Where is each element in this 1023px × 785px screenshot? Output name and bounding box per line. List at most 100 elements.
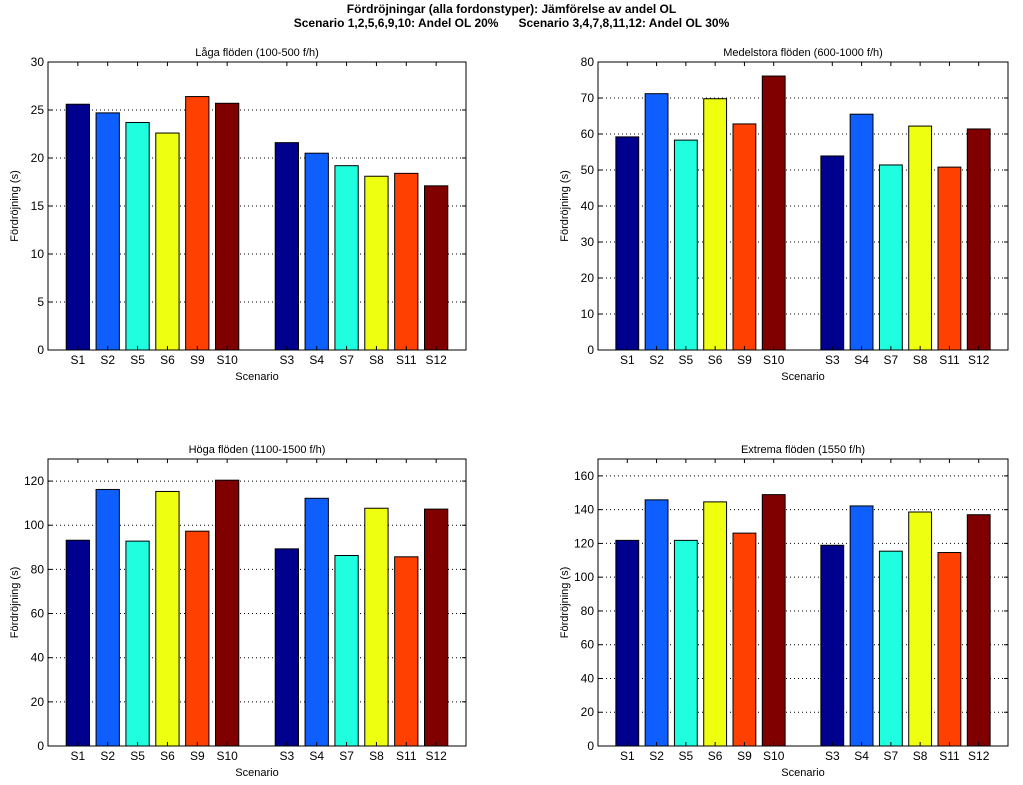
x-tick-label: S6 xyxy=(160,749,175,763)
y-tick-label: 80 xyxy=(581,604,595,618)
chart-title: Medelstora flöden (600-1000 f/h) xyxy=(723,47,883,59)
x-tick-label: S10 xyxy=(216,749,238,763)
x-axis-label: Scenario xyxy=(781,767,824,779)
y-tick-label: 60 xyxy=(31,607,45,621)
x-tick-label: S9 xyxy=(190,749,205,763)
x-tick-label: S4 xyxy=(854,749,869,763)
chart-low-flows: 0 5 10 15 20 25 30 S1 S2 S5 S6 S9 S10 S3 S4 S7 S8 S11 S12 L… xyxy=(9,47,467,383)
axes-box xyxy=(597,458,1009,747)
x-tick-label: S7 xyxy=(884,353,899,367)
y-tick-label: 140 xyxy=(574,503,594,517)
x-tick-label: S1 xyxy=(71,749,86,763)
y-tick-label: 10 xyxy=(31,247,45,261)
bar-s1 xyxy=(615,539,640,747)
x-tick-label: S3 xyxy=(825,353,840,367)
y-tick-label: 80 xyxy=(31,562,45,576)
y-tick-label: 10 xyxy=(581,307,595,321)
bar-s12 xyxy=(966,514,991,747)
bar-s5 xyxy=(673,539,698,747)
bar-s10 xyxy=(761,494,786,747)
bar-s9 xyxy=(732,123,757,351)
x-tick-label: S5 xyxy=(679,353,694,367)
y-tick-label: 15 xyxy=(31,199,45,213)
x-axis-label: Scenario xyxy=(781,371,824,383)
bar-s5 xyxy=(125,121,150,351)
x-tick-label: S4 xyxy=(309,749,324,763)
x-tick-label: S12 xyxy=(968,749,990,763)
bar-s6 xyxy=(703,98,728,351)
y-tick-label: 60 xyxy=(581,638,595,652)
x-tick-label: S2 xyxy=(100,353,115,367)
bar-s9 xyxy=(185,96,210,351)
bar-s10 xyxy=(214,479,240,747)
figure-subtitle: Scenario 1,2,5,6,9,10: Andel OL 20% Scen… xyxy=(293,16,730,30)
y-tick-label: 40 xyxy=(581,671,595,685)
y-tick-label: 80 xyxy=(581,55,595,69)
x-tick-label: S11 xyxy=(396,353,417,367)
x-tick-label: S5 xyxy=(679,749,694,763)
x-tick-label: S7 xyxy=(884,749,899,763)
x-tick-label: S1 xyxy=(71,353,86,367)
bar-s6 xyxy=(703,501,728,747)
y-tick-label: 120 xyxy=(24,474,44,488)
bar-s10 xyxy=(214,102,240,351)
y-tick-label: 25 xyxy=(31,103,45,117)
y-tick-label: 40 xyxy=(581,199,595,213)
y-tick-label: 0 xyxy=(587,343,594,357)
x-tick-label: S5 xyxy=(130,749,145,763)
x-tick-label: S11 xyxy=(939,749,960,763)
y-tick-label: 20 xyxy=(581,271,595,285)
x-tick-label: S12 xyxy=(968,353,990,367)
x-tick-label: S6 xyxy=(708,749,723,763)
x-tick-label: S8 xyxy=(913,353,928,367)
y-axis-label: Fördröjning (s) xyxy=(9,567,21,639)
y-tick-label: 100 xyxy=(574,570,594,584)
y-axis-label: Fördröjning (s) xyxy=(559,567,571,639)
chart-extreme-flows: 0 20 40 60 80 100 120 140 160 S1 S2 S5 S6 S9 S10 S3 S4 S7… xyxy=(559,444,1009,779)
x-tick-label: S12 xyxy=(425,749,447,763)
x-tick-label: S9 xyxy=(737,749,752,763)
bar-s12 xyxy=(966,128,991,351)
x-tick-label: S4 xyxy=(854,353,869,367)
x-tick-label: S1 xyxy=(620,749,635,763)
x-axis-label: Scenario xyxy=(235,371,278,383)
bar-s7 xyxy=(878,550,903,747)
y-axis-label: Fördröjning (s) xyxy=(9,170,21,242)
bar-s3 xyxy=(820,544,845,747)
bar-s6 xyxy=(155,490,180,747)
x-tick-label: S3 xyxy=(280,353,295,367)
y-tick-label: 0 xyxy=(587,739,594,753)
y-tick-label: 0 xyxy=(37,343,44,357)
x-tick-label: S7 xyxy=(339,353,354,367)
x-tick-label: S8 xyxy=(369,353,384,367)
x-tick-label: S9 xyxy=(737,353,752,367)
bar-s5 xyxy=(125,540,150,747)
x-tick-label: S2 xyxy=(649,353,664,367)
bar-s7 xyxy=(334,554,359,747)
x-tick-label: S8 xyxy=(913,749,928,763)
x-tick-label: S2 xyxy=(100,749,115,763)
y-tick-label: 30 xyxy=(581,235,595,249)
bar-s4 xyxy=(304,497,329,747)
y-tick-label: 20 xyxy=(31,695,45,709)
bar-s11 xyxy=(937,166,962,351)
bar-s7 xyxy=(334,165,359,351)
x-tick-label: S2 xyxy=(649,749,664,763)
x-tick-label: S1 xyxy=(620,353,635,367)
x-tick-label: S9 xyxy=(190,353,205,367)
bar-s9 xyxy=(732,532,757,747)
x-tick-label: S8 xyxy=(369,749,384,763)
x-tick-label: S7 xyxy=(339,749,354,763)
x-tick-label: S3 xyxy=(825,749,840,763)
x-tick-label: S11 xyxy=(939,353,960,367)
bar-s1 xyxy=(65,103,91,351)
bar-s10 xyxy=(761,75,786,351)
bar-s8 xyxy=(364,507,389,747)
axes-box xyxy=(47,458,467,747)
y-tick-label: 30 xyxy=(31,55,45,69)
chart-medium-flows: 0 10 20 30 40 50 60 70 80 S1 S2 S5 S6 S9 S10 S3 S4 S7 S8 S1… xyxy=(559,47,1009,383)
bar-s8 xyxy=(364,175,389,351)
x-tick-label: S10 xyxy=(216,353,238,367)
chart-high-flows: 0 20 40 60 80 100 120 S1 S2 S5 S6 S9 S10 S3 S4 S7 S8 S11 S… xyxy=(9,444,467,779)
x-tick-label: S4 xyxy=(309,353,324,367)
